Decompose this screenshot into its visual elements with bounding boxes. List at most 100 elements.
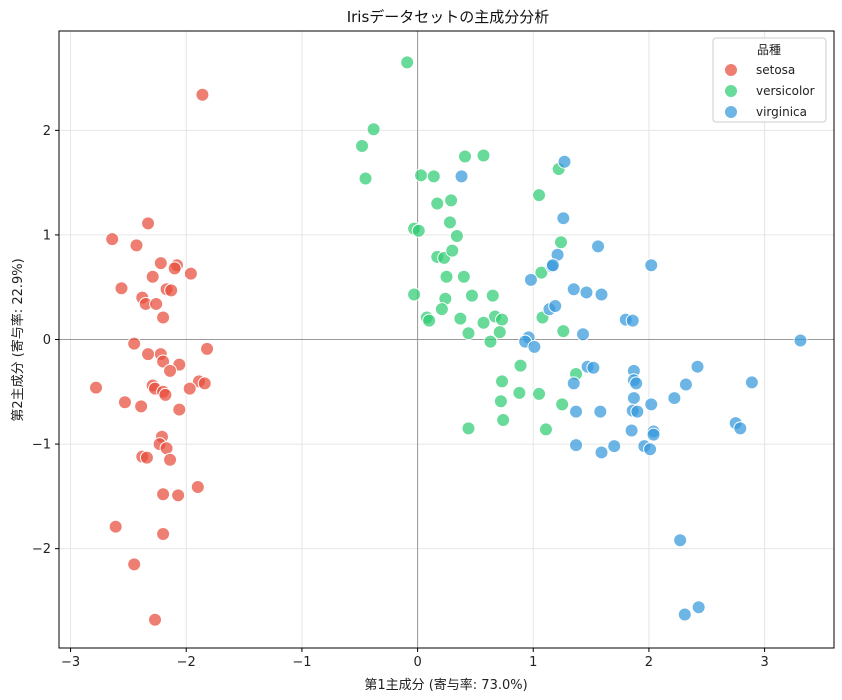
data-point-setosa xyxy=(141,216,156,231)
data-point-virginica xyxy=(744,375,759,390)
data-point-versicolor xyxy=(453,311,468,326)
data-point-virginica xyxy=(557,154,572,169)
data-point-setosa xyxy=(156,527,171,542)
data-point-versicolor xyxy=(495,374,510,389)
data-point-versicolor xyxy=(476,315,491,330)
data-point-versicolor xyxy=(538,422,553,437)
data-point-versicolor xyxy=(485,288,500,303)
data-point-versicolor xyxy=(366,122,381,137)
x-tick-label: −1 xyxy=(292,655,311,670)
data-point-virginica xyxy=(667,391,682,406)
data-point-versicolor xyxy=(449,228,464,243)
data-point-virginica xyxy=(569,438,584,453)
data-point-virginica xyxy=(579,285,594,300)
data-point-versicolor xyxy=(458,149,473,164)
data-point-setosa xyxy=(190,479,205,494)
data-point-versicolor xyxy=(456,269,471,284)
data-point-versicolor xyxy=(355,139,370,154)
data-point-setosa xyxy=(197,376,212,391)
data-point-virginica xyxy=(566,282,581,297)
x-tick-label: 0 xyxy=(413,655,421,670)
data-point-setosa xyxy=(156,354,171,369)
y-tick-label: 0 xyxy=(43,333,51,348)
data-point-virginica xyxy=(629,376,644,391)
data-point-virginica xyxy=(733,421,748,436)
series-setosa xyxy=(89,87,215,627)
data-point-versicolor xyxy=(495,312,510,327)
data-point-virginica xyxy=(454,169,469,184)
data-point-setosa xyxy=(117,395,132,410)
data-point-virginica xyxy=(691,600,706,615)
data-points xyxy=(89,55,808,627)
data-point-virginica xyxy=(644,258,659,273)
data-point-virginica xyxy=(594,287,609,302)
data-point-virginica xyxy=(591,239,606,254)
data-point-setosa xyxy=(148,612,163,627)
data-point-versicolor xyxy=(534,265,549,280)
data-point-setosa xyxy=(153,256,168,271)
data-point-setosa xyxy=(127,336,142,351)
data-point-setosa xyxy=(114,281,129,296)
data-point-virginica xyxy=(566,376,581,391)
data-point-setosa xyxy=(172,402,187,417)
data-point-virginica xyxy=(548,299,563,314)
data-point-setosa xyxy=(200,341,215,356)
legend-item-setosa: setosa xyxy=(724,63,795,77)
x-tick-label: 2 xyxy=(645,655,653,670)
legend-marker xyxy=(724,84,738,98)
data-point-virginica xyxy=(586,360,601,375)
data-point-setosa xyxy=(182,381,197,396)
data-point-versicolor xyxy=(554,235,569,250)
data-point-versicolor xyxy=(422,313,437,328)
data-point-versicolor xyxy=(400,55,415,70)
chart-title: Irisデータセットの主成分分析 xyxy=(347,8,550,26)
data-point-virginica xyxy=(527,339,542,354)
data-point-setosa xyxy=(105,232,120,247)
data-point-versicolor xyxy=(513,358,528,373)
data-point-versicolor xyxy=(358,171,373,186)
data-point-virginica xyxy=(575,327,590,342)
data-point-virginica xyxy=(625,313,640,328)
zero-lines xyxy=(59,31,834,648)
data-point-setosa xyxy=(158,387,173,402)
data-point-virginica xyxy=(607,439,622,454)
data-point-setosa xyxy=(171,488,186,503)
y-tick-label: −2 xyxy=(32,542,51,557)
data-point-virginica xyxy=(569,404,584,419)
legend-label: setosa xyxy=(756,63,795,77)
data-point-virginica xyxy=(646,427,661,442)
data-point-versicolor xyxy=(434,302,449,317)
y-axis-ticks: −2 −1 0 1 2 xyxy=(32,124,59,557)
data-point-setosa xyxy=(163,452,178,467)
data-point-setosa xyxy=(141,347,156,362)
data-point-versicolor xyxy=(556,324,571,339)
legend-marker xyxy=(724,63,738,77)
data-point-virginica xyxy=(626,391,641,406)
data-point-versicolor xyxy=(411,223,426,238)
data-point-virginica xyxy=(673,533,688,548)
data-point-setosa xyxy=(159,441,174,456)
data-point-setosa xyxy=(108,519,123,534)
data-point-setosa xyxy=(163,363,178,378)
data-point-virginica xyxy=(677,607,692,622)
series-virginica xyxy=(454,154,808,622)
data-point-versicolor xyxy=(407,287,422,302)
data-point-setosa xyxy=(134,399,149,414)
data-point-virginica xyxy=(678,377,693,392)
legend-items: setosa versicolor virginica xyxy=(724,63,815,119)
data-point-versicolor xyxy=(444,193,459,208)
data-point-versicolor xyxy=(532,188,547,203)
x-tick-label: 1 xyxy=(529,655,537,670)
data-point-versicolor xyxy=(461,326,476,341)
series-versicolor xyxy=(355,55,584,437)
x-axis-ticks: −3 −2 −1 0 1 2 3 xyxy=(61,648,769,670)
data-point-virginica xyxy=(690,359,705,374)
data-point-virginica xyxy=(624,423,639,438)
data-point-setosa xyxy=(129,238,144,253)
data-point-versicolor xyxy=(476,148,491,163)
data-point-versicolor xyxy=(496,413,511,428)
data-point-setosa xyxy=(156,487,171,502)
data-point-setosa xyxy=(167,261,182,276)
data-point-versicolor xyxy=(493,394,508,409)
legend-item-versicolor: versicolor xyxy=(724,84,815,98)
